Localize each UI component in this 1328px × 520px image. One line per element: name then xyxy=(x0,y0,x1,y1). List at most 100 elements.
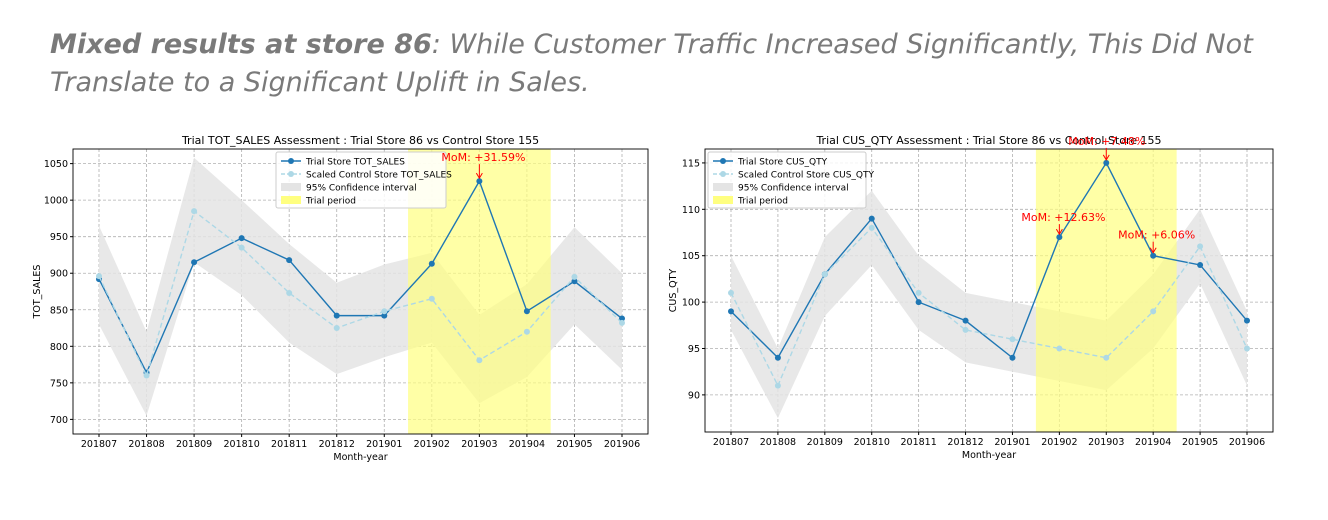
trial-point xyxy=(238,235,245,242)
control-point xyxy=(476,357,483,364)
legend-label: Trial period xyxy=(737,197,788,207)
trial-point xyxy=(915,299,922,306)
y-tick-label: 750 xyxy=(50,378,68,389)
plot-area xyxy=(96,149,625,434)
legend-patch-swatch xyxy=(713,183,733,191)
control-point xyxy=(143,372,150,379)
trial-point xyxy=(476,178,483,185)
headline-bold: Mixed results at store 86 xyxy=(50,29,432,60)
trial-point xyxy=(428,260,435,267)
control-point xyxy=(428,295,435,302)
trial-point xyxy=(1056,234,1063,241)
x-tick-label: 201902 xyxy=(414,439,450,450)
legend-label: Trial Store CUS_QTY xyxy=(737,158,828,168)
control-point xyxy=(1009,336,1016,343)
control-point xyxy=(381,308,388,315)
y-tick-label: 95 xyxy=(688,344,700,355)
y-tick-label: 850 xyxy=(50,305,68,316)
legend-box xyxy=(707,151,867,209)
control-point xyxy=(728,289,734,296)
control-point xyxy=(774,382,781,389)
annotation-arrowhead xyxy=(1102,154,1110,161)
y-tick-label: 100 xyxy=(682,298,700,309)
trial-series-line xyxy=(98,179,623,375)
x-tick-label: 201812 xyxy=(319,439,355,450)
chart-title: Trial TOT_SALES Assessment : Trial Store… xyxy=(181,134,539,147)
x-tick-label: 201810 xyxy=(854,437,890,448)
trial-point xyxy=(381,312,388,319)
x-tick-label: 201807 xyxy=(81,439,117,450)
axes-frame xyxy=(72,148,649,435)
x-tick-label: 201901 xyxy=(366,439,402,450)
control-point xyxy=(915,289,922,296)
legend-marker xyxy=(720,158,726,164)
control-point xyxy=(962,326,969,333)
y-tick-label: 115 xyxy=(682,158,700,169)
control-point xyxy=(238,244,245,251)
trial-point xyxy=(774,354,781,361)
legend-patch-swatch xyxy=(281,183,301,191)
x-tick-label: 201809 xyxy=(176,439,212,450)
trial-point xyxy=(286,257,293,264)
trial-point xyxy=(333,312,340,319)
y-tick-label: 950 xyxy=(50,232,68,243)
x-tick-label: 201808 xyxy=(760,437,796,448)
trial-point xyxy=(1103,159,1110,166)
trial-series-line xyxy=(730,161,1248,359)
x-tick-label: 201903 xyxy=(461,439,497,450)
legend-label: Scaled Control Store CUS_QTY xyxy=(738,171,874,181)
headline-rest: : While Customer Traffic Increased Signi… xyxy=(50,29,1253,98)
y-tick-label: 1050 xyxy=(44,159,68,170)
x-tick-label: 201811 xyxy=(271,439,307,450)
trial-point xyxy=(571,278,578,285)
control-point xyxy=(571,273,578,280)
x-axis-label: Month-year xyxy=(333,452,387,463)
control-point xyxy=(523,328,530,335)
legend: Trial Store TOT_SALES Scaled Control Stor… xyxy=(275,151,452,209)
y-tick-label: 700 xyxy=(50,415,68,426)
x-tick-label: 201906 xyxy=(604,439,640,450)
legend-label: 95% Confidence interval xyxy=(306,184,417,194)
control-point xyxy=(821,271,828,278)
x-tick-label: 201902 xyxy=(1041,437,1077,448)
trial-period-span xyxy=(1035,149,1177,432)
x-tick-label: 201905 xyxy=(1182,437,1218,448)
x-tick-label: 201810 xyxy=(224,439,260,450)
x-tick-label: 201903 xyxy=(1088,437,1124,448)
trial-point xyxy=(728,308,734,315)
control-point xyxy=(1244,345,1250,352)
trial-point xyxy=(1197,261,1204,268)
trial-point xyxy=(1244,317,1250,324)
annotation-label: MoM: +31.59% xyxy=(441,151,525,164)
control-point xyxy=(1150,308,1157,315)
trial-point xyxy=(962,317,969,324)
control-point xyxy=(1056,345,1063,352)
x-axis-label: Month-year xyxy=(962,450,1016,461)
chart-title: Trial CUS_QTY Assessment : Trial Store 8… xyxy=(815,134,1161,147)
trial-point xyxy=(1009,354,1016,361)
x-tick-label: 201808 xyxy=(128,439,164,450)
control-point xyxy=(1197,243,1204,250)
y-tick-label: 800 xyxy=(50,342,68,353)
trial-point xyxy=(523,308,530,315)
control-point xyxy=(868,224,875,231)
legend-label: Trial Store TOT_SALES xyxy=(305,158,405,168)
slide-headline: Mixed results at store 86: While Custome… xyxy=(50,26,1290,102)
trial-point xyxy=(1150,252,1157,259)
legend: Trial Store CUS_QTY Scaled Control Store … xyxy=(707,151,874,209)
axes-frame xyxy=(704,148,1274,433)
trial-point xyxy=(868,215,875,222)
control-series-line xyxy=(730,226,1248,388)
y-axis-label: CUS_QTY xyxy=(668,269,679,313)
legend-label: Trial period xyxy=(305,197,356,207)
y-tick-label: 105 xyxy=(682,251,700,262)
legend-label: Scaled Control Store TOT_SALES xyxy=(306,171,452,181)
control-point xyxy=(96,273,102,280)
y-axis-label: TOT_SALES xyxy=(32,265,43,320)
plot-area xyxy=(728,149,1250,432)
control-point xyxy=(619,319,625,326)
x-tick-label: 201906 xyxy=(1229,437,1265,448)
control-series-line xyxy=(98,209,623,378)
